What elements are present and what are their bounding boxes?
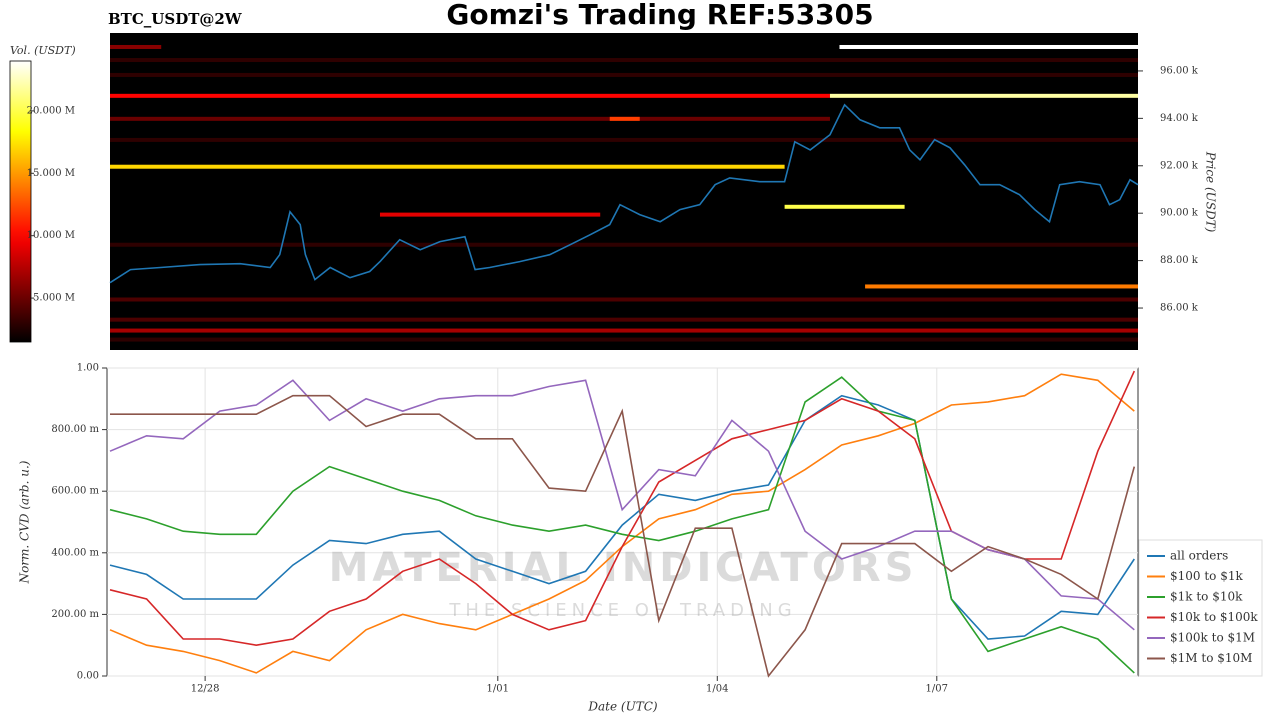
liquidity-band [110, 44, 162, 49]
legend-label: $1k to $10k [1170, 590, 1243, 604]
y-tick-label: 0.00 [77, 671, 99, 682]
legend-label: $100k to $1M [1170, 631, 1255, 645]
watermark: MATERIAL INDICATORS [329, 545, 918, 591]
y-tick-label: 200.00 m [51, 609, 99, 620]
x-tick-label: 1/07 [926, 684, 948, 695]
liquidity-band [379, 212, 601, 217]
liquidity-band [110, 93, 830, 98]
liquidity-band [110, 328, 1138, 333]
y-axis-label: Price (USDT) [1204, 151, 1218, 233]
liquidity-band [110, 242, 1138, 247]
liquidity-band [110, 58, 1138, 63]
x-tick-label: 1/01 [487, 684, 509, 695]
liquidity-band [829, 93, 1138, 98]
y-axis-label: Norm. CVD (arb. u.) [18, 460, 32, 584]
colorbar-tick-label: 20.000 M [27, 105, 75, 116]
liquidity-band [110, 72, 1138, 77]
liquidity-band [110, 317, 1138, 322]
y-tick-label: 90.00 k [1160, 208, 1199, 219]
liquidity-band [110, 164, 785, 169]
cvd-line [109, 379, 1135, 631]
cvd-line [109, 376, 1135, 674]
x-axis-label: Date (UTC) [587, 700, 657, 714]
liquidity-band [110, 116, 830, 121]
legend-label: $100 to $1k [1170, 569, 1243, 583]
y-tick-label: 600.00 m [51, 486, 99, 497]
liquidity-band [865, 284, 1138, 289]
liquidity-band [609, 116, 640, 121]
colorbar-tick-label: 15.000 M [27, 168, 75, 179]
heatmap-background [110, 33, 1138, 350]
y-tick-label: 94.00 k [1160, 113, 1199, 124]
legend-label: $1M to $10M [1170, 651, 1252, 665]
colorbar-tick-label: 10.000 M [27, 230, 75, 241]
y-tick-label: 92.00 k [1160, 160, 1199, 171]
y-tick-label: 400.00 m [51, 547, 99, 558]
y-tick-label: 800.00 m [51, 424, 99, 435]
liquidity-band [110, 297, 1138, 302]
price-line [109, 103, 1139, 284]
cvd-line [110, 394, 1136, 678]
liquidity-band [839, 44, 1138, 49]
y-tick-label: 96.00 k [1160, 65, 1199, 76]
liquidity-band [110, 337, 1138, 342]
plot-area [106, 367, 1139, 677]
y-tick-label: 88.00 k [1160, 255, 1199, 266]
colorbar [9, 60, 32, 343]
colorbar-label: Vol. (USDT) [10, 44, 76, 57]
watermark-subtitle: THE SCIENCE OF TRADING [448, 600, 796, 621]
page-title: Gomzi's Trading REF:53305 [446, 0, 873, 31]
x-tick-label: 1/04 [706, 684, 728, 695]
legend-box [1138, 539, 1263, 677]
colorbar-tick-label: 5.000 M [33, 293, 75, 304]
y-tick-label: 86.00 k [1160, 303, 1199, 314]
symbol: BTC_USDT@2W [108, 10, 243, 28]
y-tick-label: 1.00 [77, 363, 99, 374]
liquidity-band [110, 137, 1138, 142]
cvd-line [109, 394, 1135, 640]
legend-label: all orders [1170, 549, 1228, 563]
x-tick-label: 12/28 [191, 684, 220, 695]
liquidity-band [784, 204, 905, 209]
legend-label: $10k to $100k [1170, 610, 1258, 624]
